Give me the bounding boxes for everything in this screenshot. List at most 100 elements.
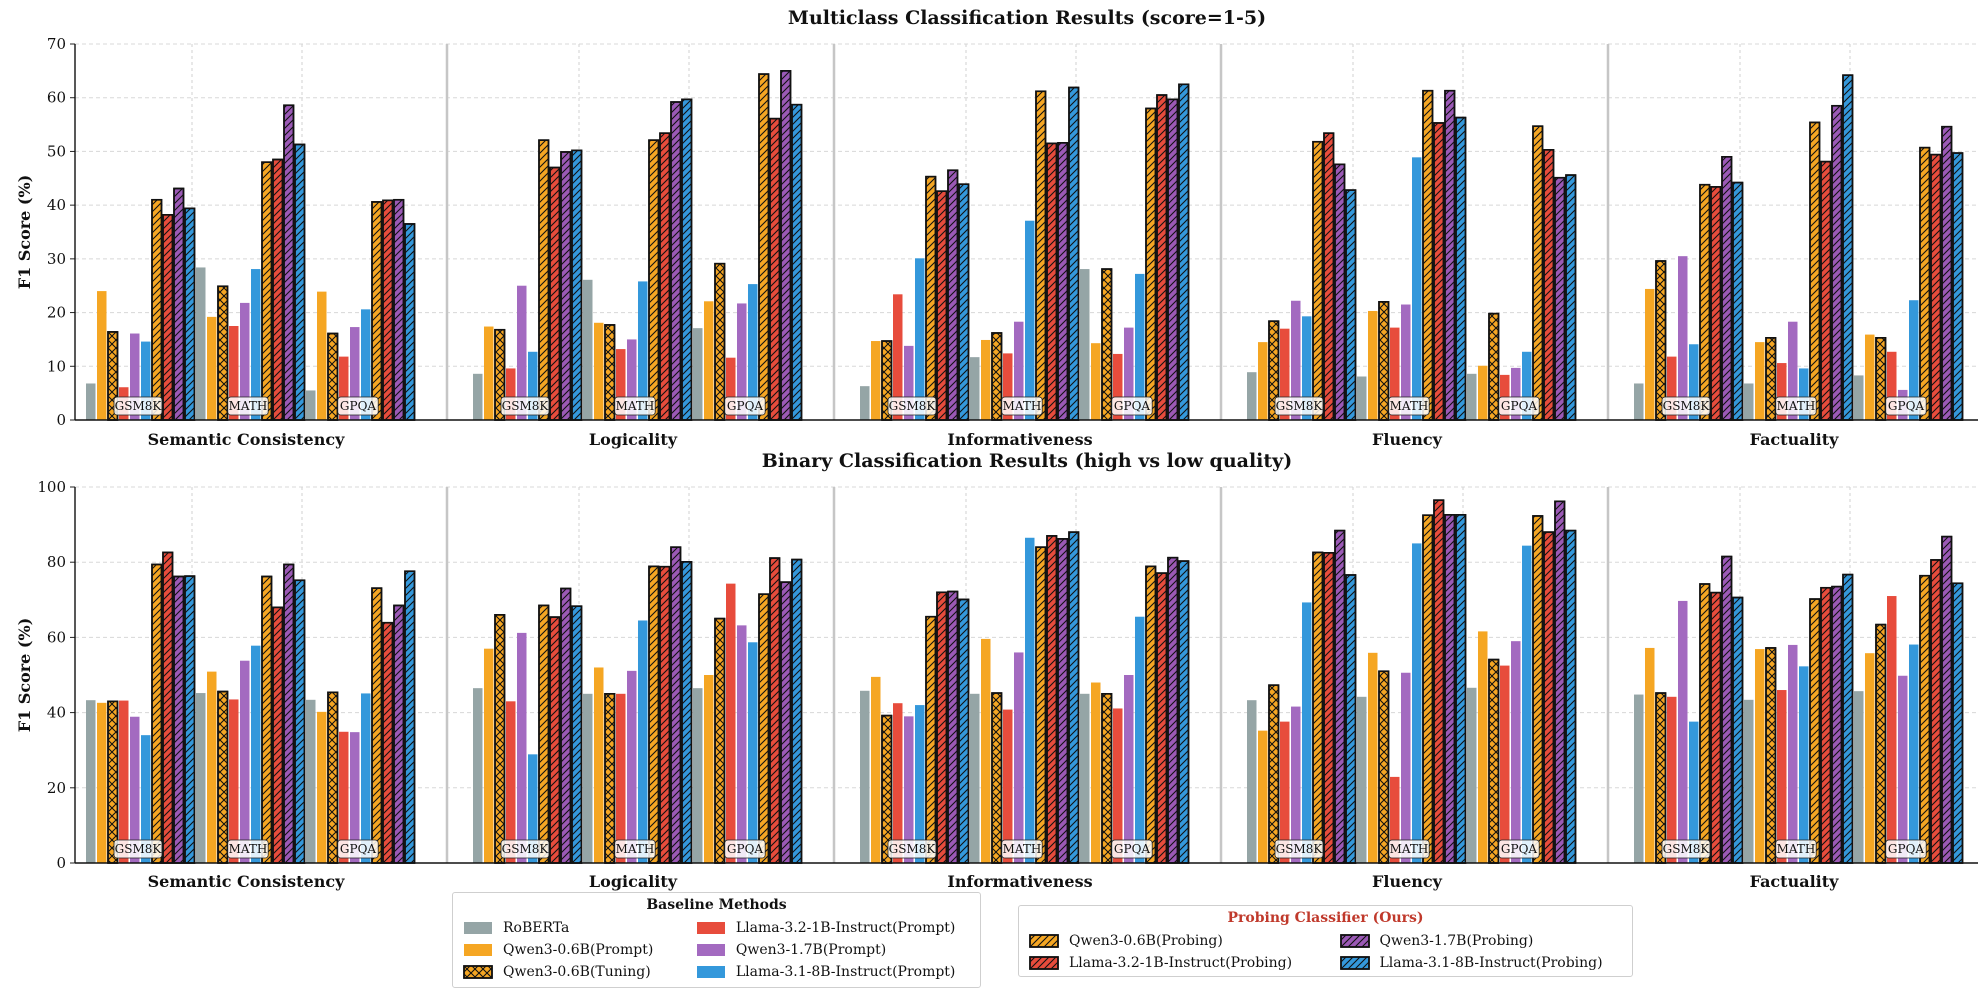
bar-hatch	[261, 161, 273, 421]
probing-legend-title: Probing Classifier (Ours)	[1227, 910, 1424, 926]
bar-hatch	[162, 551, 174, 864]
bar-hatch	[494, 614, 506, 864]
bar	[528, 351, 538, 420]
bar-hatch	[1046, 535, 1058, 864]
bar-hatch	[1875, 337, 1887, 421]
bar-hatch	[1809, 121, 1821, 421]
legend-item: Qwen3-0.6B(Probing)	[1029, 932, 1312, 950]
bar-hatch	[1345, 189, 1357, 421]
dataset-tag	[1775, 396, 1817, 416]
bar-hatch	[1057, 538, 1069, 864]
bar	[350, 327, 360, 420]
bar-hatch	[758, 73, 770, 421]
bar	[317, 291, 327, 420]
bar	[350, 732, 360, 863]
dataset-tag	[887, 396, 937, 416]
bar-hatch	[184, 575, 196, 864]
bar	[860, 690, 870, 863]
baseline-legend-items: RoBERTa Llama-3.2-1B-Instruct(Prompt) Qwen…	[453, 913, 980, 987]
bar-hatch	[648, 139, 660, 421]
bar	[1412, 157, 1422, 420]
bar-hatch	[272, 606, 284, 864]
bar	[748, 642, 758, 863]
bar-hatch	[1312, 551, 1324, 864]
bar	[1003, 353, 1013, 420]
bar	[616, 693, 626, 863]
bar	[306, 390, 316, 420]
legend-item: Qwen3-1.7B(Prompt)	[696, 941, 970, 959]
legend-item: Llama-3.1-8B-Instruct(Prompt)	[696, 963, 970, 981]
bar-hatch	[571, 605, 583, 864]
dataset-label: MATH	[1777, 842, 1816, 856]
bar	[361, 309, 371, 420]
bar-hatch	[1699, 583, 1711, 864]
bar	[141, 735, 151, 863]
dataset-label: MATH	[1777, 399, 1816, 413]
bar-hatch	[1455, 116, 1467, 421]
bar	[915, 705, 925, 863]
dataset-tag	[337, 396, 379, 416]
bar	[893, 294, 903, 420]
y-tick-label: 20	[47, 304, 66, 322]
bar-hatch	[151, 563, 163, 864]
bar	[229, 699, 239, 863]
probing-legend: Probing Classifier (Ours) Qwen3-0.6B(Pro…	[1018, 905, 1633, 977]
bar	[1025, 537, 1035, 863]
dataset-label: GSM8K	[115, 842, 163, 856]
bar-hatch	[560, 587, 572, 864]
bar	[904, 345, 914, 420]
panel-2: 0 20 40 60 80 100 GSM8K MATH GPQA Semantic Consis…	[15, 450, 1978, 891]
bar-hatch	[162, 214, 174, 421]
bar	[704, 301, 714, 420]
bar	[484, 326, 494, 420]
dataset-label: MATH	[1390, 842, 1429, 856]
bar-hatch	[571, 149, 583, 421]
bar-hatch	[1035, 90, 1047, 421]
bar	[1135, 273, 1145, 420]
dataset-label: GSM8K	[115, 399, 163, 413]
bar-hatch	[714, 617, 726, 864]
dataset-tag	[1001, 396, 1043, 416]
bar-hatch	[648, 565, 660, 864]
bar	[1854, 375, 1864, 420]
bar-hatch	[1101, 268, 1113, 421]
bar-hatch	[1809, 598, 1821, 864]
dataset-label: MATH	[1003, 399, 1042, 413]
legend-item: Qwen3-1.7B(Probing)	[1339, 932, 1623, 950]
bar	[484, 648, 494, 863]
bar	[627, 339, 637, 420]
bar-hatch	[272, 158, 284, 421]
bar	[981, 339, 991, 420]
bar-hatch	[791, 103, 803, 421]
group-label: Factuality	[1750, 430, 1840, 449]
bar	[251, 645, 261, 863]
legend-label: Qwen3-0.6B(Tuning)	[503, 964, 651, 980]
bar	[1788, 644, 1798, 863]
bar	[1522, 351, 1532, 420]
bar	[1744, 383, 1754, 420]
dataset-tag	[724, 396, 766, 416]
bar-hatch	[769, 557, 781, 864]
bar	[1887, 351, 1897, 420]
bar-hatch	[1721, 555, 1733, 864]
bar	[1014, 652, 1024, 863]
group-label: Informativeness	[947, 430, 1092, 449]
bar	[517, 285, 527, 420]
bar	[1014, 321, 1024, 420]
bar	[748, 284, 758, 420]
dataset-tag	[113, 839, 163, 859]
dataset-label: GSM8K	[1663, 399, 1711, 413]
bar	[693, 328, 703, 420]
bar-hatch	[1842, 573, 1854, 864]
bar-hatch	[294, 579, 306, 864]
bar-hatch	[1378, 670, 1390, 864]
bar-hatch	[283, 104, 295, 421]
group-label: Logicality	[589, 872, 678, 891]
bar	[737, 303, 747, 420]
bar-hatch	[393, 604, 405, 864]
bar-hatch	[758, 593, 770, 864]
bar-hatch	[681, 561, 693, 864]
dataset-label: GSM8K	[1276, 842, 1324, 856]
bar-hatch	[1433, 499, 1445, 864]
